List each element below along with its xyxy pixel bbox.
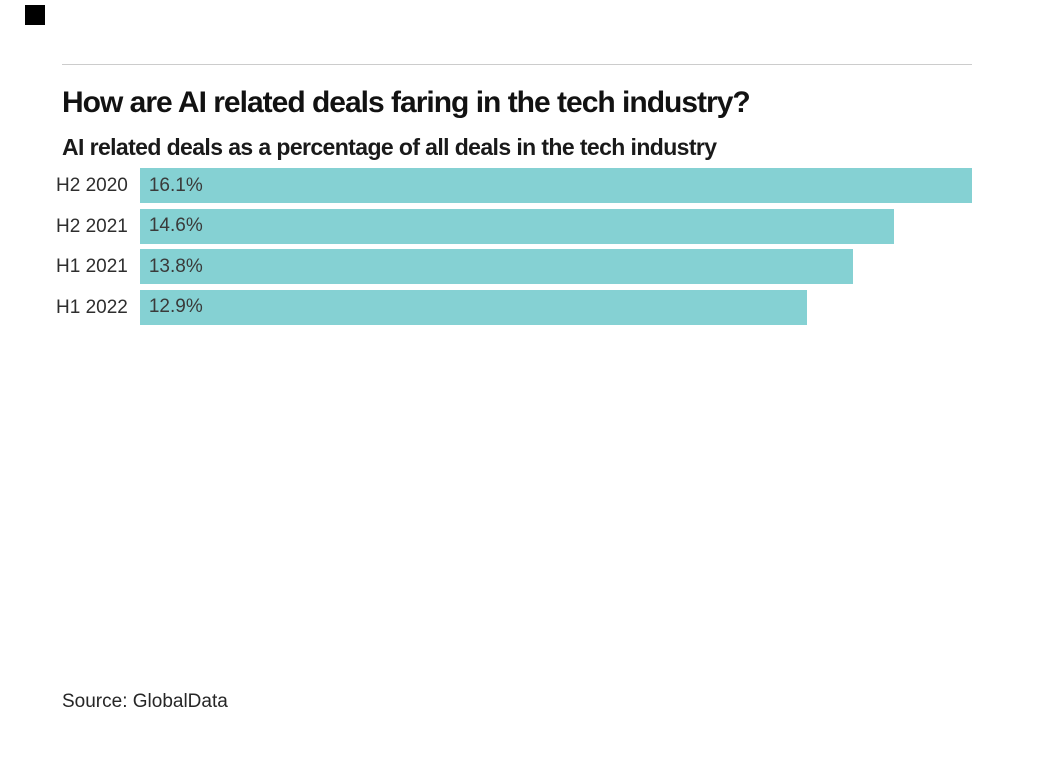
header-divider bbox=[62, 64, 972, 65]
bar-track: 13.8% bbox=[139, 249, 972, 284]
category-label: H2 2021 bbox=[56, 215, 128, 237]
bar-row: H1 2022 12.9% bbox=[56, 289, 972, 325]
source-attribution: Source: GlobalData bbox=[62, 691, 228, 712]
chart-subtitle: AI related deals as a percentage of all … bbox=[62, 134, 717, 160]
bar-row: H2 2021 14.6% bbox=[56, 208, 972, 244]
category-label: H1 2021 bbox=[56, 256, 128, 277]
bar-row: H1 2021 13.8% bbox=[56, 249, 972, 284]
bar-track: 16.1% bbox=[139, 168, 972, 203]
bar-value-label: 12.9% bbox=[148, 296, 203, 317]
bar-value-label: 16.1% bbox=[148, 174, 203, 196]
bar-value-label: 13.8% bbox=[148, 255, 203, 277]
bar: 14.6% bbox=[139, 208, 895, 244]
brand-logo-square bbox=[25, 5, 45, 25]
bar-track: 12.9% bbox=[139, 289, 972, 325]
bar: 12.9% bbox=[139, 289, 807, 325]
bar-chart: H2 2020 16.1% H2 2021 14.6% H1 2021 13.8… bbox=[56, 168, 972, 325]
category-label: H2 2020 bbox=[56, 175, 128, 196]
bar-row: H2 2020 16.1% bbox=[56, 168, 972, 203]
chart-title: How are AI related deals faring in the t… bbox=[62, 86, 751, 119]
bar-value-label: 14.6% bbox=[148, 215, 203, 236]
bar: 16.1% bbox=[139, 168, 972, 203]
bar-track: 14.6% bbox=[139, 208, 972, 244]
category-label: H1 2022 bbox=[56, 296, 128, 318]
bar: 13.8% bbox=[139, 249, 854, 284]
